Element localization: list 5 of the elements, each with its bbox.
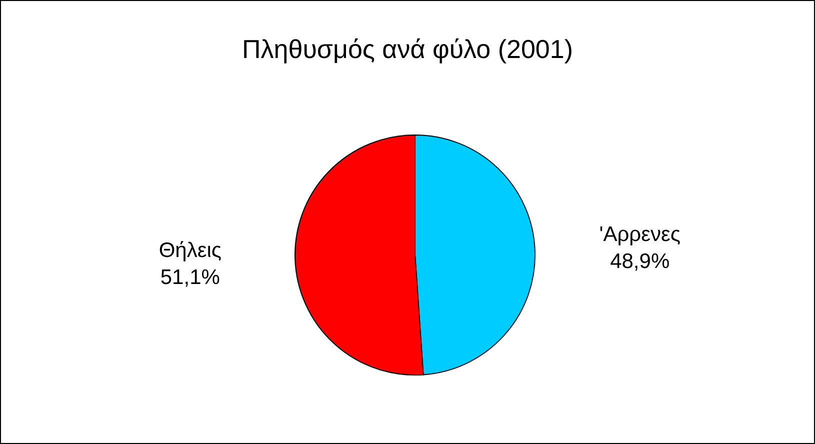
slice-label: 'Αρρενες [599, 223, 680, 246]
chart-title: Πληθυσμός ανά φύλο (2001) [242, 34, 573, 64]
data-label: 48,9% [610, 250, 670, 274]
data-label: 51,1% [160, 266, 220, 289]
slice-label: Θήλεις [158, 238, 222, 262]
